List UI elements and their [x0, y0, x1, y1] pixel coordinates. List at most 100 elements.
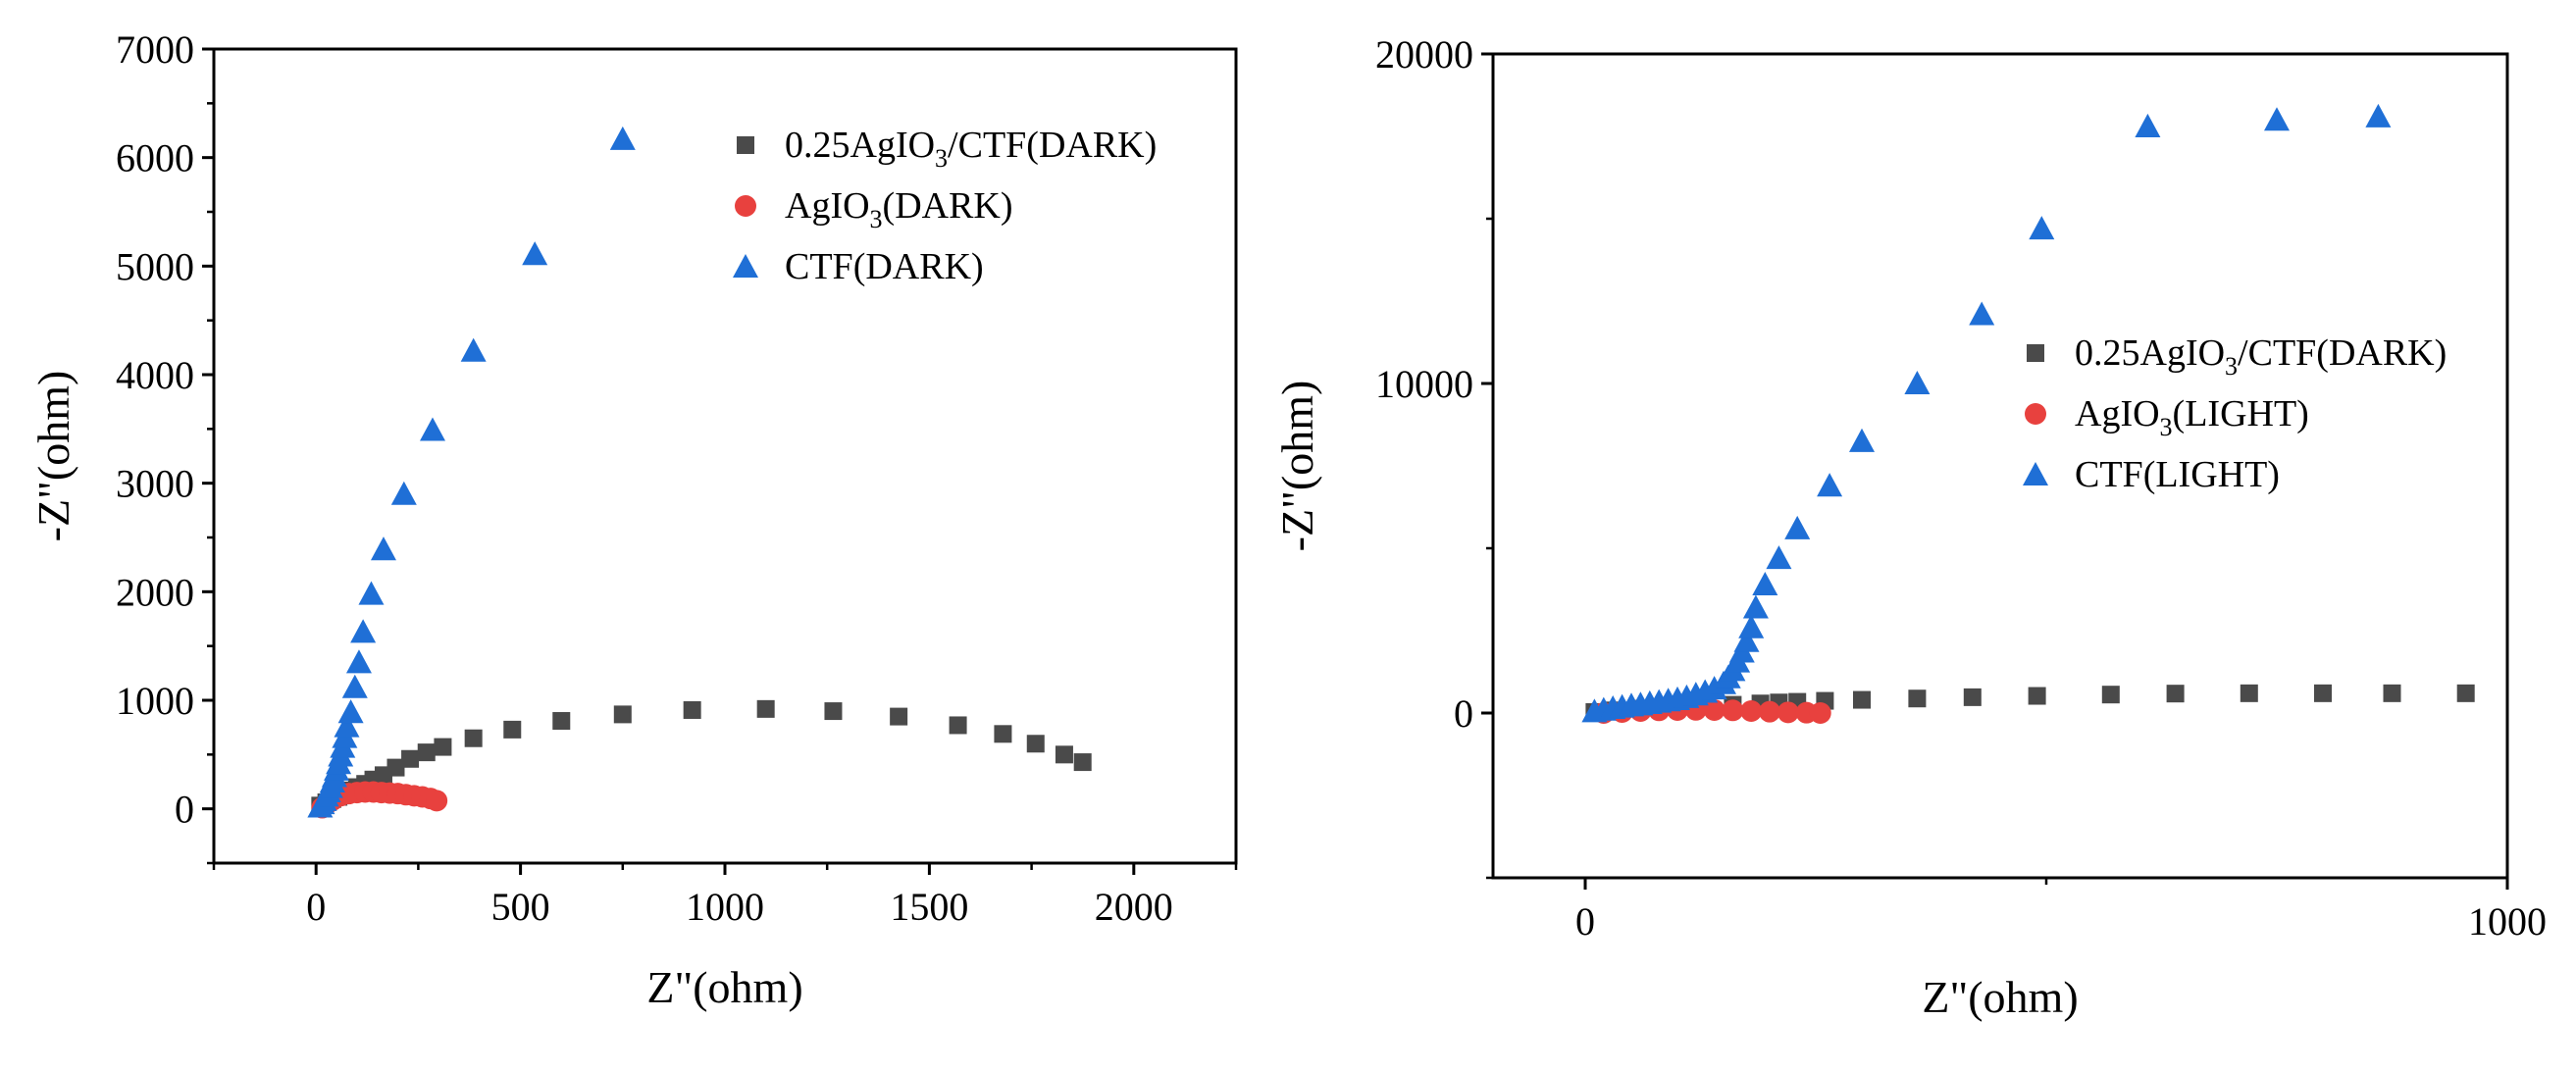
data-point	[1777, 701, 1799, 724]
data-point	[2456, 684, 2475, 702]
data-point	[1963, 688, 1982, 706]
data-point	[1733, 628, 1760, 652]
y-tick-label: 0	[1454, 691, 1473, 736]
data-point	[1073, 753, 1092, 772]
x-tick-label: 1500	[890, 885, 968, 929]
panel-right: 0 10000 20000 0 1000 Z"(ohm) -Z"(ohm) 0.25AgIO3…	[1272, 32, 2547, 1022]
data-point	[401, 749, 420, 768]
data-point	[1849, 428, 1875, 452]
x-tick-label: 0	[306, 885, 326, 929]
data-point	[1904, 371, 1931, 395]
data-point	[613, 705, 632, 724]
data-point	[337, 699, 364, 724]
data-point	[426, 790, 448, 812]
data-point	[1740, 699, 1763, 722]
series-triangle	[1581, 103, 2392, 723]
legend-marker	[735, 195, 756, 217]
data-point	[2365, 103, 2392, 128]
y-axis-label: -Z"(ohm)	[28, 371, 78, 542]
data-point	[1809, 702, 1831, 724]
y-tick-label: 4000	[116, 353, 194, 397]
data-point	[2028, 687, 2046, 705]
data-point	[1026, 735, 1045, 753]
data-point	[503, 720, 522, 739]
data-point	[1908, 689, 1927, 708]
legend-marker	[2023, 462, 2048, 486]
legend-marker	[733, 254, 758, 279]
y-tick-label: 10000	[1375, 362, 1473, 406]
data-point	[683, 700, 701, 719]
data-point	[345, 649, 372, 674]
data-point	[370, 536, 396, 561]
series-circle	[1592, 698, 1831, 724]
legend: 0.25AgIO3/CTF(DARK) AgIO3(LIGHT) CTF(LIGHT…	[2023, 332, 2447, 495]
data-point	[2383, 684, 2401, 702]
x-axis-label: Z"(ohm)	[646, 962, 802, 1012]
data-point	[1738, 614, 1765, 638]
plot-frame	[212, 47, 1238, 865]
y-axis-label: -Z"(ohm)	[1272, 381, 1322, 552]
legend-label: 0.25AgIO3/CTF(DARK)	[2075, 332, 2447, 381]
series-triangle	[307, 126, 636, 818]
panel-left: 0 1000 2000 3000 4000 5000 6000 7000 0 500 1000 150…	[28, 27, 1238, 1012]
data-point	[434, 738, 452, 756]
data-point	[2029, 216, 2055, 240]
legend: 0.25AgIO3/CTF(DARK) AgIO3(DARK) CTF(DARK)	[733, 125, 1157, 287]
y-tick-label: 20000	[1375, 32, 1473, 77]
legend-marker	[737, 136, 754, 154]
data-point	[358, 581, 385, 605]
data-point	[390, 481, 417, 505]
x-tick-label: 2000	[1095, 885, 1173, 929]
y-tick-label: 2000	[116, 570, 194, 614]
data-point	[756, 699, 775, 718]
legend-marker	[2025, 403, 2046, 425]
data-point	[1703, 698, 1726, 721]
data-point	[949, 716, 967, 735]
legend-marker	[2027, 344, 2044, 362]
data-layer	[1581, 103, 2475, 724]
y-tick-label: 0	[175, 788, 194, 832]
data-point	[1817, 473, 1843, 497]
data-point	[1784, 515, 1811, 539]
legend-label: CTF(LIGHT)	[2075, 454, 2280, 495]
data-point	[1752, 571, 1778, 596]
data-point	[2240, 684, 2258, 702]
x-axis-label: Z"(ohm)	[1922, 972, 2078, 1022]
data-point	[417, 743, 436, 762]
data-point	[522, 241, 548, 266]
data-point	[1759, 700, 1780, 723]
data-point	[609, 126, 636, 150]
y-tick-label: 5000	[116, 244, 194, 288]
x-tick-label: 1000	[686, 885, 764, 929]
data-point	[334, 713, 360, 738]
x-tick-label: 0	[1575, 899, 1595, 944]
plot-frame	[1491, 52, 2509, 880]
data-point	[2101, 686, 2120, 704]
data-point	[824, 702, 843, 721]
y-tick-label: 1000	[116, 679, 194, 723]
legend-label: 0.25AgIO3/CTF(DARK)	[785, 125, 1157, 173]
data-point	[1766, 545, 1792, 570]
data-point	[341, 674, 368, 698]
legend-label: CTF(DARK)	[785, 246, 984, 287]
data-layer	[307, 126, 1092, 819]
y-tick-label: 7000	[116, 27, 194, 72]
data-point	[1742, 594, 1769, 619]
data-point	[890, 707, 908, 726]
data-point	[419, 417, 445, 441]
y-tick-label: 3000	[116, 462, 194, 506]
data-point	[552, 712, 571, 731]
data-point	[1722, 699, 1744, 722]
data-point	[1055, 745, 1073, 764]
legend-label: AgIO3(LIGHT)	[2075, 393, 2309, 441]
data-point	[464, 729, 483, 747]
data-point	[2135, 113, 2161, 137]
y-tick-label: 6000	[116, 136, 194, 180]
data-point	[2264, 107, 2290, 131]
x-tick-label: 1000	[2468, 899, 2547, 944]
data-point	[1969, 301, 1995, 326]
data-point	[1853, 690, 1871, 709]
data-point	[460, 337, 487, 362]
data-point	[994, 725, 1012, 743]
